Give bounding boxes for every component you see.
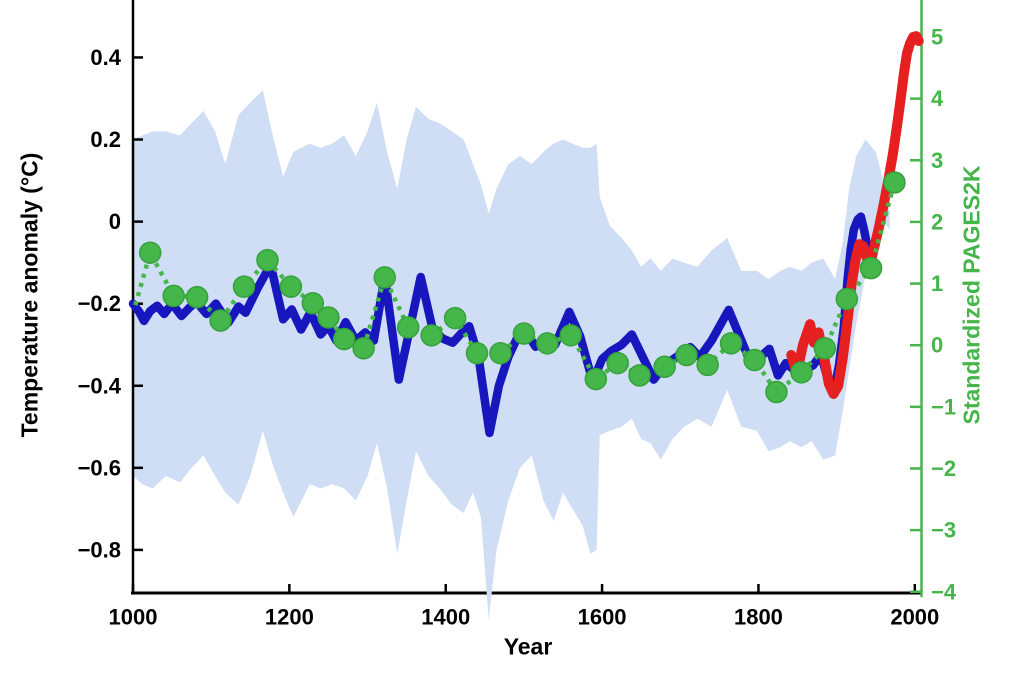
left-tick-label: −0.2 — [78, 291, 121, 316]
left-y-axis: 0.4 0.2 0 −0.2 −0.4 −0.6 −0.8 — [78, 0, 143, 595]
pages2k-marker — [465, 341, 489, 365]
pages2k-marker — [835, 287, 859, 311]
pages2k-marker — [719, 332, 743, 355]
right-tick-label: 5 — [931, 24, 943, 49]
pages2k-marker — [232, 275, 256, 298]
left-tick-label: −0.8 — [78, 537, 121, 562]
pages2k-marker — [489, 341, 512, 365]
left-y-axis-title: Temperature anomaly (°C) — [16, 152, 43, 438]
x-tick-label: 1400 — [421, 605, 470, 630]
pages2k-marker — [559, 324, 583, 347]
pages2k-marker — [512, 322, 536, 345]
pages2k-marker — [396, 316, 420, 339]
pages2k-marker — [279, 275, 303, 298]
left-tick-label: 0.2 — [90, 127, 121, 152]
pages2k-marker — [813, 337, 837, 360]
right-tick-label: 2 — [931, 209, 943, 234]
pages2k-marker — [420, 324, 443, 347]
pages2k-marker — [696, 353, 719, 377]
instrumental-series — [786, 31, 924, 399]
x-tick-label: 2000 — [890, 605, 939, 630]
x-tick-label: 1200 — [265, 605, 314, 630]
pages2k-marker — [584, 367, 608, 391]
pages2k-marker — [185, 285, 209, 309]
x-tick-label: 1000 — [109, 605, 158, 630]
right-tick-label: −3 — [931, 518, 956, 543]
x-tick-label: 1800 — [734, 605, 783, 630]
pages2k-marker — [256, 248, 279, 272]
left-tick-label: 0 — [109, 209, 121, 234]
right-tick-label: 1 — [931, 271, 943, 296]
pages2k-marker — [790, 361, 813, 384]
pages2k-marker — [536, 332, 559, 355]
pages2k-series — [133, 171, 906, 404]
pages2k-marker — [883, 171, 906, 194]
pages2k-marker — [332, 327, 356, 351]
x-axis: 1000 1200 1400 1600 1800 2000 — [109, 584, 939, 630]
right-tick-label: −1 — [931, 394, 956, 419]
x-tick-label: 1600 — [578, 605, 627, 630]
right-tick-label: 4 — [931, 86, 944, 111]
right-y-axis-title: Standardized PAGES2K — [958, 165, 985, 425]
right-y-axis: 5 4 3 2 1 0 −1 −2 −3 −4 — [910, 0, 957, 604]
pages2k-marker — [765, 380, 788, 404]
right-tick-label: −2 — [931, 456, 956, 481]
pages2k-marker — [209, 309, 232, 332]
pages2k-marker — [628, 364, 651, 387]
left-tick-label: 0.4 — [90, 45, 121, 70]
pages2k-marker — [138, 241, 162, 264]
pages2k-marker — [443, 306, 467, 330]
right-tick-label: −4 — [931, 579, 957, 604]
pages2k-marker — [675, 343, 698, 367]
pages2k-marker — [317, 306, 340, 329]
pages2k-marker — [162, 284, 185, 308]
pages2k-marker — [373, 266, 396, 289]
right-tick-label: 0 — [931, 333, 943, 358]
x-axis-title: Year — [503, 633, 553, 660]
right-tick-label: 3 — [931, 148, 943, 173]
pages2k-marker — [301, 292, 325, 315]
left-tick-label: −0.6 — [78, 455, 121, 480]
instrumental-line — [786, 31, 924, 399]
pages2k-marker — [653, 355, 676, 379]
pages2k-marker — [606, 351, 629, 375]
pages2k-marker — [859, 256, 883, 280]
pages2k-marker — [743, 348, 766, 372]
pages2k-marker — [352, 337, 375, 360]
left-tick-label: −0.4 — [78, 373, 122, 398]
